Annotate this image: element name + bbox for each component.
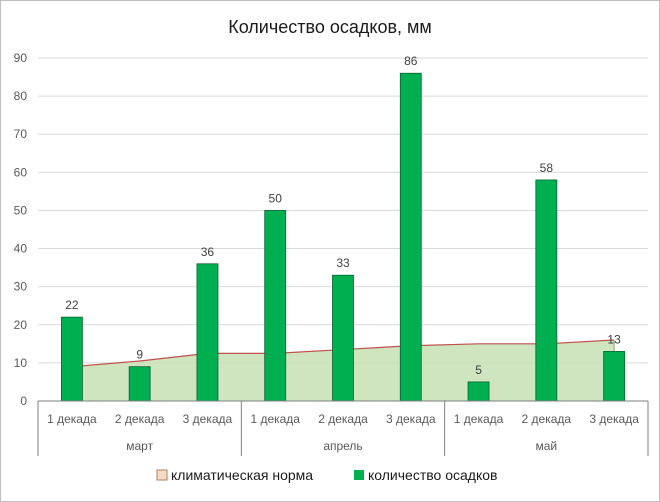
bar — [467, 381, 490, 402]
x-category-label: 1 декада — [250, 412, 300, 426]
data-label: 9 — [136, 348, 143, 362]
legend: климатическая норма количество осадков — [156, 467, 497, 483]
x-category-label: 3 декада — [183, 412, 233, 426]
legend-label-precip: количество осадков — [368, 467, 497, 483]
bar — [196, 263, 219, 402]
bar — [264, 210, 287, 402]
x-category-label: 1 декада — [454, 412, 504, 426]
y-tick-label: 50 — [14, 203, 28, 217]
y-tick-label: 40 — [14, 242, 28, 256]
x-group-label: апрель — [323, 439, 362, 453]
data-label: 86 — [404, 54, 418, 68]
y-tick-label: 90 — [14, 51, 28, 65]
y-tick-label: 30 — [14, 280, 28, 294]
legend-label-norm: климатическая норма — [171, 467, 313, 483]
x-category-label: 3 декада — [386, 412, 436, 426]
y-axis-ticks: 0 10 20 30 40 50 60 70 80 90 — [14, 51, 28, 408]
chart-title: Количество осадков, мм — [228, 17, 432, 37]
x-category-label: 2 декада — [318, 412, 368, 426]
data-label: 58 — [540, 161, 554, 175]
bar — [535, 179, 558, 402]
bar — [332, 274, 354, 402]
x-group-label: март — [126, 439, 153, 453]
data-label: 5 — [475, 363, 482, 377]
x-category-label: 3 декада — [589, 412, 639, 426]
data-labels-layer: 22 9 36 50 33 86 5 58 13 — [65, 54, 621, 377]
data-label: 33 — [336, 256, 350, 270]
x-axis: 1 декада 2 декада 3 декада 1 декада 2 декада… — [37, 400, 649, 456]
y-tick-label: 80 — [14, 89, 28, 103]
bars-layer — [60, 72, 626, 402]
x-category-label: 2 декада — [522, 412, 572, 426]
bar — [128, 366, 151, 402]
y-tick-label: 70 — [14, 127, 28, 141]
y-tick-label: 20 — [14, 318, 28, 332]
x-group-label: май — [536, 439, 558, 453]
data-label: 50 — [269, 191, 283, 205]
legend-swatch-norm — [156, 469, 168, 481]
bar — [399, 72, 422, 402]
data-label: 22 — [65, 298, 79, 312]
data-label: 13 — [607, 332, 621, 346]
bar — [603, 351, 626, 402]
data-label: 36 — [201, 245, 215, 259]
bar — [60, 316, 83, 402]
y-tick-label: 10 — [14, 356, 28, 370]
y-tick-label: 60 — [14, 165, 28, 179]
y-tick-label: 0 — [20, 394, 27, 408]
legend-swatch-precip — [354, 470, 364, 480]
x-category-label: 1 декада — [47, 412, 97, 426]
x-category-label: 2 декада — [115, 412, 165, 426]
